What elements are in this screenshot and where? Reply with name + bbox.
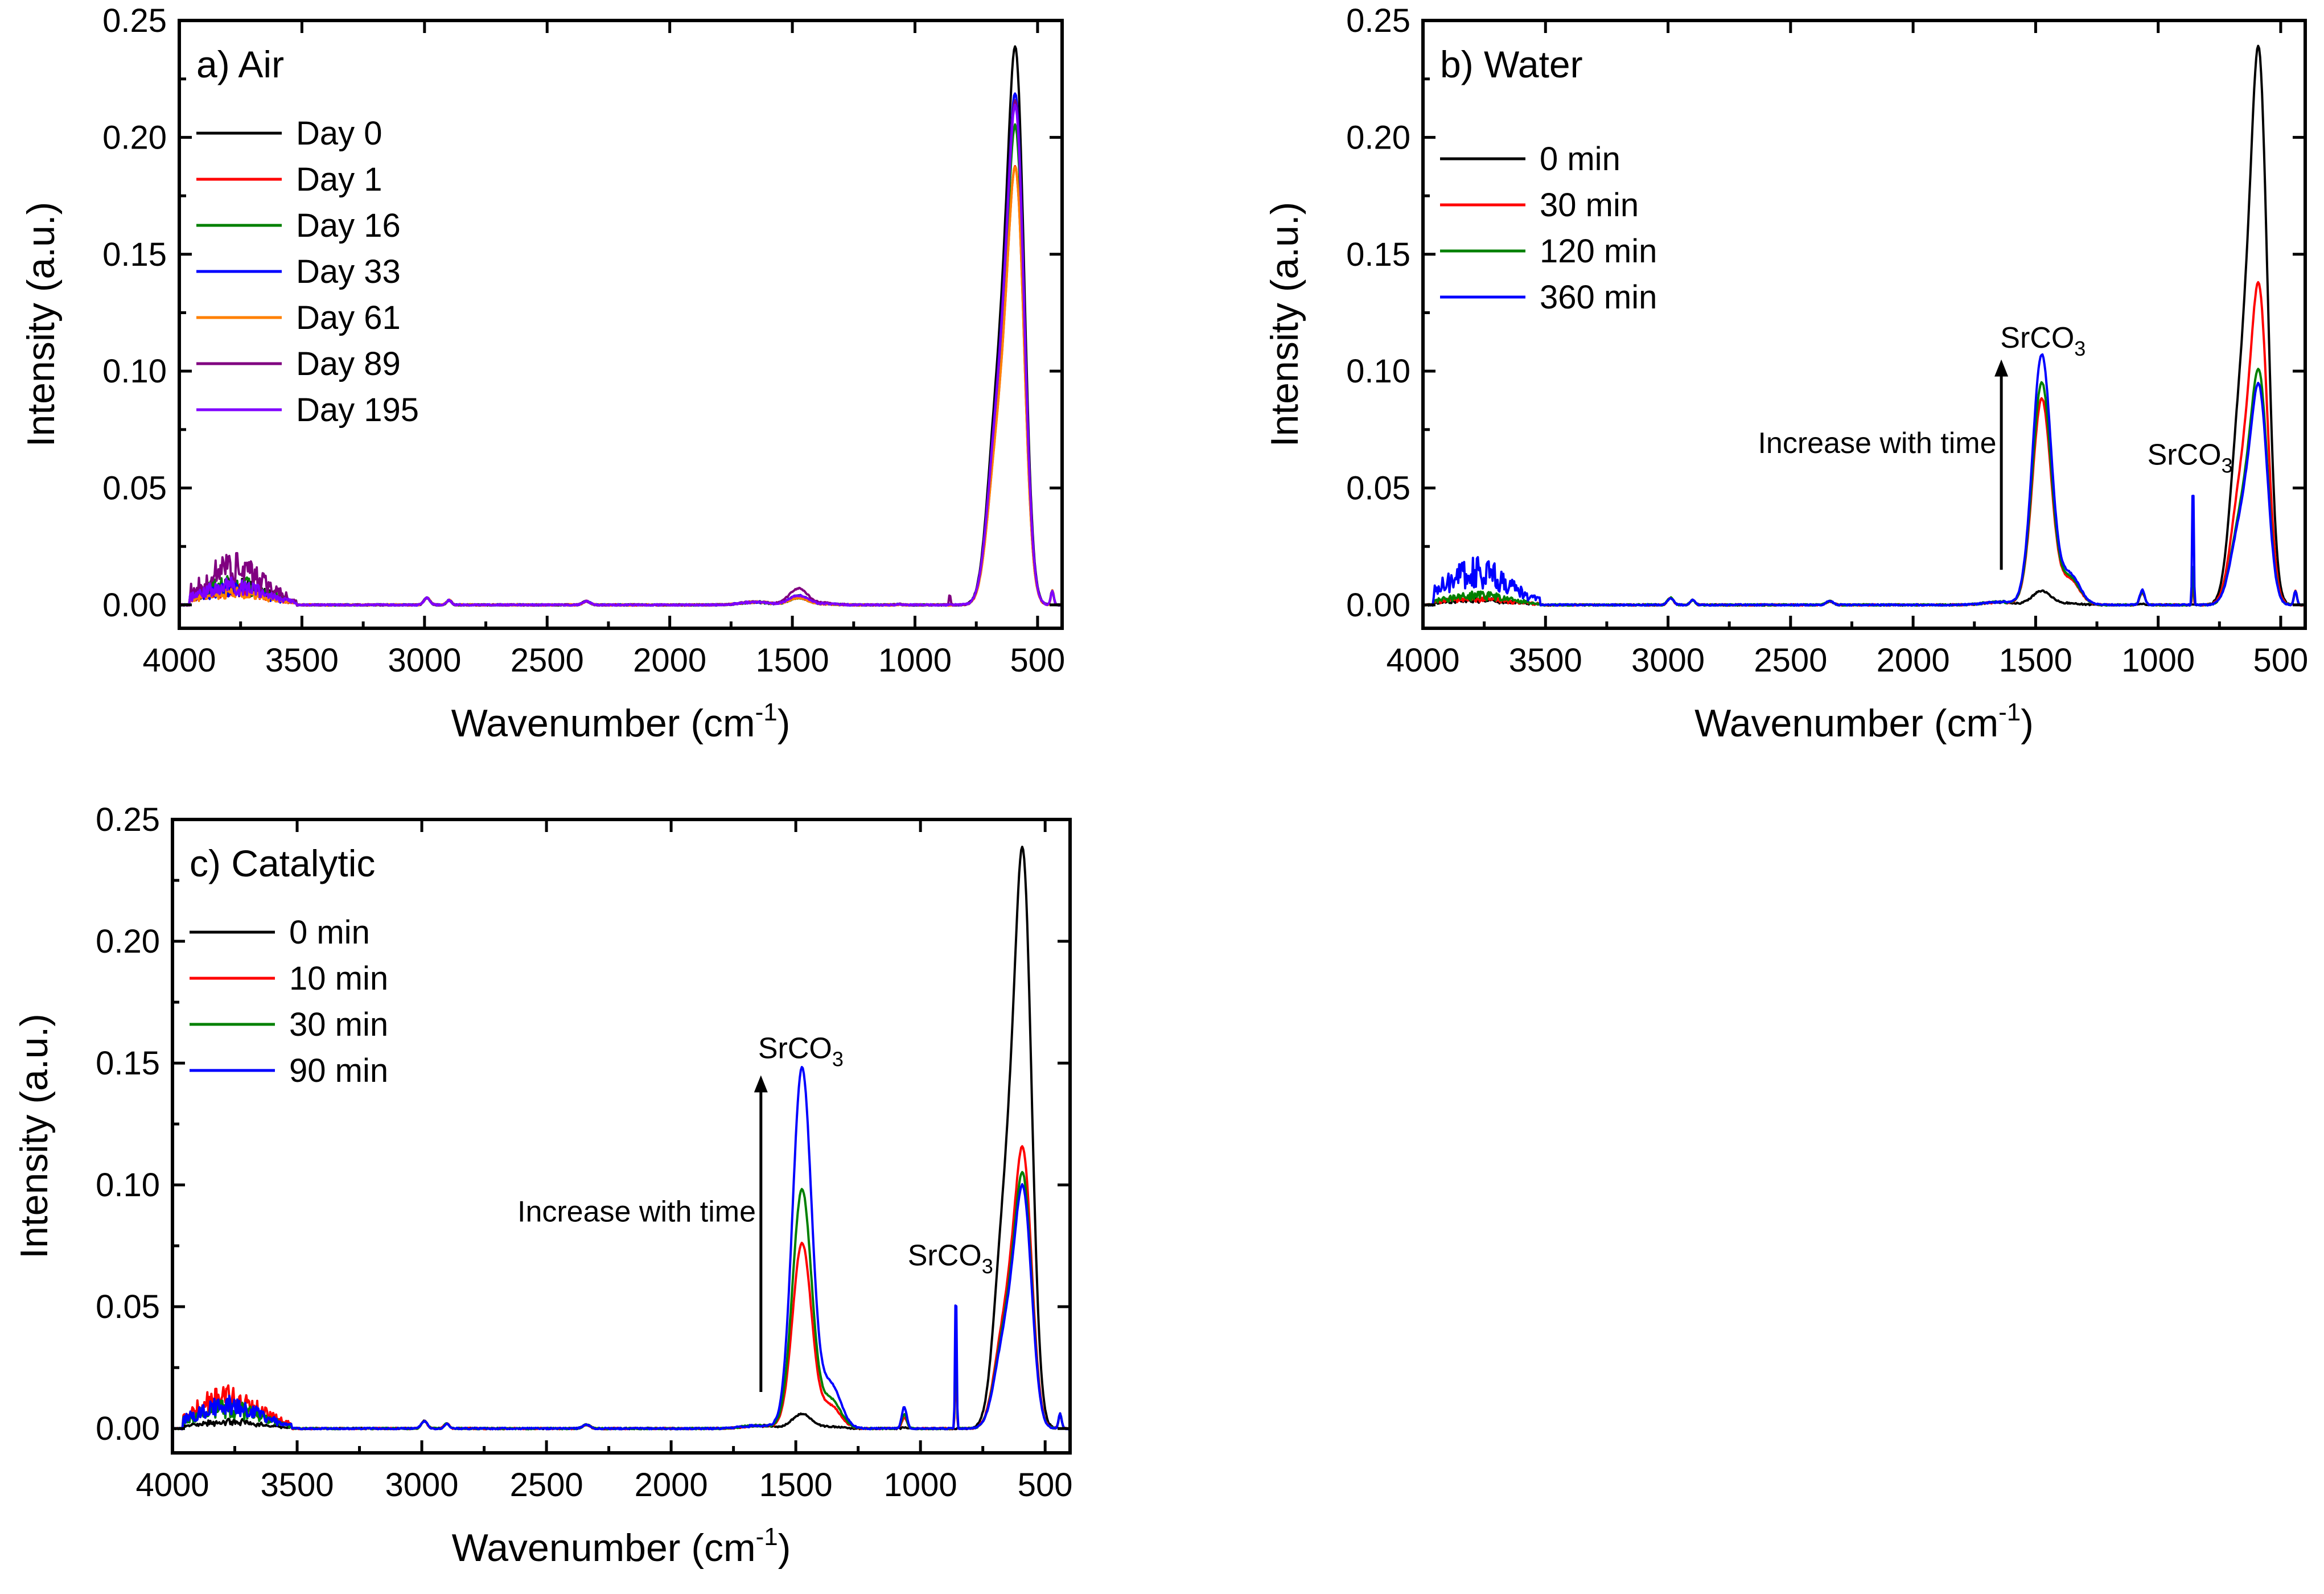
plot-frame	[178, 19, 1064, 630]
x-tick-label: 4000	[135, 1467, 209, 1504]
series-line-120-min	[1423, 368, 2305, 607]
y-tick-label: 0.00	[1346, 587, 1410, 624]
y-tick-label: 0.00	[102, 587, 167, 624]
annotation: SrCO3	[908, 1239, 993, 1278]
legend-label: 30 min	[289, 1006, 388, 1043]
y-axis-title: Intensity (a.u.)	[1263, 202, 1306, 447]
panel-c: 4000 3500 3000 2500 2000 1500 1000 500 0.00 0.05 0…	[13, 801, 1073, 1570]
arrow-head	[754, 1075, 768, 1093]
legend: 0 min 10 min 30 min 90 min	[190, 914, 388, 1089]
x-tick-label: 2000	[1877, 642, 1950, 679]
y-tick-label: 0.05	[1346, 470, 1410, 507]
x-axis-title: Wavenumber (cm-1)	[451, 698, 791, 745]
x-tick-label: 2000	[633, 642, 706, 679]
x-tick-label: 1000	[878, 642, 952, 679]
x-tick-label: 3000	[1631, 642, 1705, 679]
legend-label: Day 89	[296, 345, 401, 382]
legend-label: 360 min	[1540, 279, 1657, 316]
x-tick-label: 1500	[1999, 642, 2072, 679]
legend-label: 10 min	[289, 960, 388, 997]
panel-a: 4000 3500 3000 2500 2000 1500 1000 500 0.00 0.05 0…	[19, 2, 1065, 745]
y-tick-label: 0.25	[96, 801, 160, 838]
series-group	[179, 45, 1062, 607]
y-tick-label: 0.25	[1346, 2, 1410, 39]
series-group	[172, 846, 1070, 1431]
y-tick-label: 0.15	[102, 236, 167, 273]
y-tick-label: 0.10	[1346, 353, 1410, 390]
annotation: SrCO3	[2000, 322, 2086, 360]
x-tick-label: 4000	[142, 642, 216, 679]
annotation: SrCO3	[2148, 438, 2233, 477]
legend-label: 0 min	[1540, 141, 1620, 178]
legend: 0 min 30 min 120 min 360 min	[1440, 141, 1657, 316]
plot-frame	[1421, 19, 2307, 630]
x-tick-label: 3000	[385, 1467, 459, 1504]
panel-title: c) Catalytic	[190, 842, 375, 884]
annotation: Increase with time	[517, 1195, 756, 1228]
legend-label: Day 1	[296, 161, 382, 198]
panel-title: b) Water	[1440, 43, 1583, 85]
y-axis-title: Intensity (a.u.)	[13, 1014, 56, 1259]
x-tick-label: 500	[1018, 1467, 1073, 1504]
series-line-90-min	[172, 1066, 1070, 1431]
y-tick-label: 0.20	[102, 119, 167, 156]
y-tick-label: 0.20	[96, 923, 160, 960]
x-tick-label: 500	[2253, 642, 2309, 679]
legend: Day 0 Day 1 Day 16 Day 33 Day 61 Day 89 Day 19…	[196, 115, 419, 429]
y-tick-label: 0.10	[102, 353, 167, 390]
x-axis-title: Wavenumber (cm-1)	[452, 1523, 791, 1570]
legend-label: 90 min	[289, 1052, 388, 1089]
x-tick-label: 3500	[261, 1467, 334, 1504]
legend-label: 0 min	[289, 914, 370, 951]
x-tick-label: 3500	[1509, 642, 1582, 679]
legend-label: 30 min	[1540, 187, 1639, 224]
x-tick-label: 1500	[759, 1467, 833, 1504]
x-tick-label: 1000	[884, 1467, 957, 1504]
series-line-0-min	[1423, 44, 2305, 607]
y-tick-label: 0.10	[96, 1167, 160, 1204]
x-tick-label: 3000	[388, 642, 461, 679]
panel-title: a) Air	[196, 43, 284, 85]
series-line-day-195	[179, 104, 1062, 607]
annotation: Increase with time	[1758, 427, 1996, 460]
legend-label: Day 0	[296, 115, 382, 152]
x-tick-label: 2500	[511, 642, 584, 679]
x-tick-label: 4000	[1386, 642, 1459, 679]
y-axis-title: Intensity (a.u.)	[19, 202, 63, 447]
y-tick-label: 0.20	[1346, 119, 1410, 156]
x-tick-label: 2000	[635, 1467, 708, 1504]
panel-b: 4000 3500 3000 2500 2000 1500 1000 500 0.00 0.05 0…	[1263, 2, 2308, 745]
series-group	[1423, 44, 2305, 607]
legend-label: Day 33	[296, 253, 401, 290]
plot-frame	[171, 818, 1072, 1455]
legend-label: Day 61	[296, 299, 401, 336]
arrow-head	[1994, 359, 2009, 377]
x-tick-label: 2500	[510, 1467, 583, 1504]
x-tick-label: 1500	[756, 642, 829, 679]
legend-label: Day 16	[296, 207, 401, 244]
series-line-360-min	[1423, 353, 2305, 607]
x-tick-label: 500	[1010, 642, 1066, 679]
legend-label: 120 min	[1540, 233, 1657, 270]
y-tick-label: 0.25	[102, 2, 167, 39]
y-tick-label: 0.15	[1346, 236, 1410, 273]
x-axis-title: Wavenumber (cm-1)	[1694, 698, 2034, 745]
y-tick-label: 0.15	[96, 1045, 160, 1082]
y-tick-label: 0.05	[96, 1288, 160, 1325]
legend-label: Day 195	[296, 392, 419, 429]
x-tick-label: 2500	[1754, 642, 1827, 679]
y-tick-label: 0.00	[96, 1410, 160, 1447]
series-line-10-min	[172, 1145, 1070, 1431]
annotation: SrCO3	[758, 1032, 844, 1071]
y-tick-label: 0.05	[102, 470, 167, 507]
x-tick-label: 3500	[265, 642, 339, 679]
x-tick-label: 1000	[2121, 642, 2195, 679]
